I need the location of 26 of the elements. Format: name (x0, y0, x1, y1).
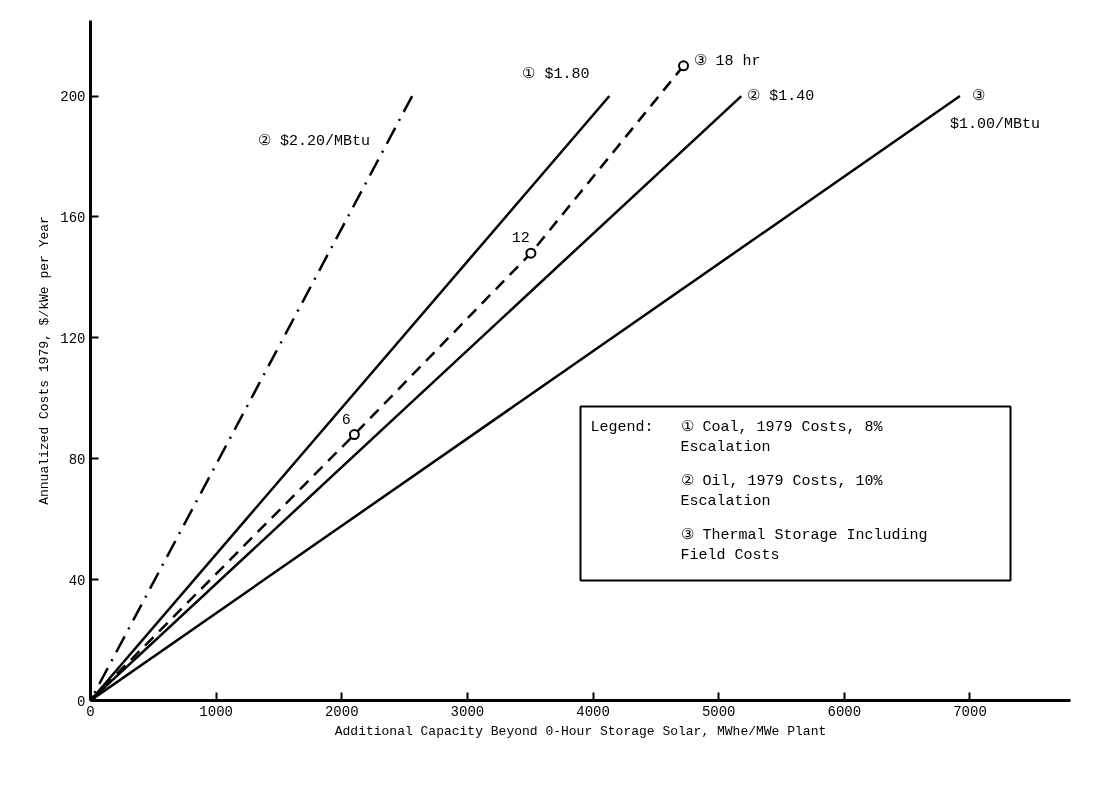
x-tick-label: 2000 (324, 703, 359, 720)
y-axis-title: Annualized Costs 1979, $/kWe per Year (37, 216, 53, 505)
annotation: ③ (971, 87, 985, 105)
y-tick-label: 80 (68, 451, 86, 468)
y-tick-label: 120 (60, 330, 86, 347)
annotation: 12 (511, 230, 530, 248)
annotation: Legend: (590, 418, 654, 436)
y-tick-label: 40 (68, 572, 86, 589)
annotation: $1.00/MBtu (949, 115, 1040, 133)
annotation: ③ 18 hr (693, 53, 761, 71)
x-tick-label: 6000 (827, 703, 862, 720)
annotation: ③ Thermal Storage Including Field Costs (680, 526, 928, 564)
annotation: 6 (341, 411, 351, 429)
x-tick-label: 7000 (953, 703, 987, 720)
y-tick-label: 200 (60, 89, 86, 106)
annotation: ② Oil, 1979 Costs, 10% Escalation (680, 472, 884, 510)
x-tick-label: 4000 (576, 703, 610, 720)
annotation: ① Coal, 1979 Costs, 8% Escalation (680, 418, 884, 456)
annotation: ② $1.40 (747, 87, 815, 105)
annotation: ② $2.20/MBtu (258, 132, 371, 150)
x-tick-label: 3000 (450, 703, 485, 720)
annotation: ① $1.80 (522, 65, 590, 83)
x-axis-title: Additional Capacity Beyond 0-Hour Storage Solar, MWhe/MWe Plant (334, 723, 827, 739)
x-tick-label: 1000 (199, 703, 233, 720)
x-tick-label: 5000 (701, 703, 736, 720)
y-tick-label: 160 (60, 209, 86, 226)
